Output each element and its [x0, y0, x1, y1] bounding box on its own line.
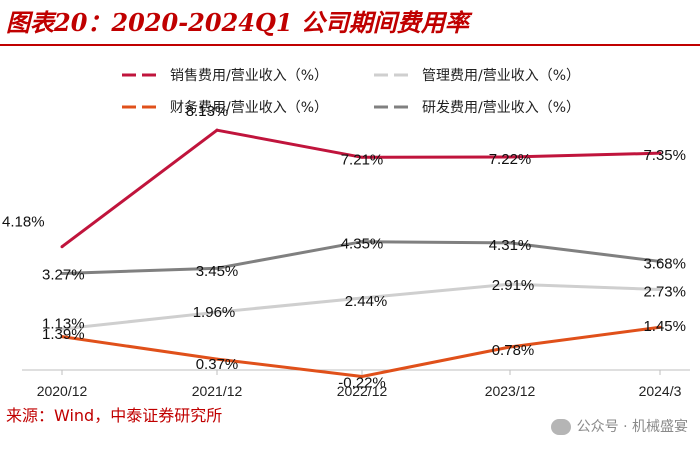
data-label-finance: -0.22% — [338, 374, 386, 391]
data-point-admin — [360, 296, 364, 300]
data-point-sales — [215, 128, 219, 132]
legend-item-admin: 管理费用/营业收入（%） — [372, 64, 580, 86]
data-label-rnd: 3.45% — [196, 263, 239, 280]
data-point-sales — [360, 155, 364, 159]
legend-swatch-rnd — [374, 105, 414, 109]
data-point-admin — [215, 310, 219, 314]
data-label-admin: 1.96% — [193, 304, 236, 321]
data-point-rnd — [658, 259, 662, 263]
data-point-rnd — [360, 240, 364, 244]
data-label-admin: 2.91% — [492, 277, 535, 294]
x-tick-label: 2020/12 — [37, 383, 88, 399]
x-tick-label: 2023/12 — [485, 383, 536, 399]
data-label-sales: 4.18% — [2, 214, 45, 231]
data-label-sales: 7.21% — [341, 151, 384, 168]
data-point-finance — [60, 335, 64, 339]
data-label-sales: 7.35% — [643, 147, 686, 164]
data-label-rnd: 3.27% — [42, 267, 85, 284]
legend-label-admin: 管理费用/营业收入（%） — [422, 68, 581, 84]
data-point-finance — [508, 345, 512, 349]
wechat-icon — [550, 419, 571, 435]
data-label-finance: 1.13% — [42, 316, 85, 333]
legend-label-sales: 销售费用/营业收入（%） — [170, 68, 329, 84]
data-label-admin: 1.39% — [42, 326, 85, 343]
series-line-sales — [61, 128, 661, 248]
watermark-text: 公众号 · 机械盛宴 — [576, 419, 688, 435]
data-point-admin — [60, 327, 64, 331]
source-note: 来源：Wind，中泰证券研究所 — [6, 406, 223, 425]
data-point-finance — [658, 325, 662, 329]
legend-label-rnd: 研发费用/营业收入（%） — [422, 100, 581, 116]
x-tick-label: 2021/12 — [192, 383, 243, 399]
data-point-admin — [658, 287, 662, 291]
data-point-sales — [508, 155, 512, 159]
watermark: 公众号 · 机械盛宴 — [550, 416, 688, 438]
series-line-finance — [61, 325, 661, 378]
data-label-rnd: 3.68% — [643, 255, 686, 272]
data-label-sales: 7.22% — [489, 151, 532, 168]
legend-label-finance: 财务费用/营业收入（%） — [170, 100, 329, 116]
data-label-rnd: 4.31% — [489, 237, 532, 254]
legend-swatch-admin — [374, 73, 414, 77]
data-point-admin — [508, 282, 512, 286]
data-point-rnd — [508, 241, 512, 245]
x-tick-label: 2022/12 — [337, 383, 388, 399]
data-point-sales — [60, 245, 64, 249]
title-divider — [0, 44, 700, 46]
data-label-finance: 1.45% — [643, 318, 686, 335]
data-label-rnd: 4.35% — [341, 236, 384, 253]
data-label-finance: 0.78% — [492, 342, 535, 359]
legend-item-finance: 财务费用/营业收入（%） — [120, 96, 328, 118]
data-point-finance — [215, 357, 219, 361]
data-point-sales — [658, 151, 662, 155]
data-label-sales: 8.13% — [186, 103, 229, 120]
legend-swatch-sales — [122, 73, 162, 77]
legend-item-rnd: 研发费用/营业收入（%） — [372, 96, 580, 118]
data-point-finance — [360, 374, 364, 378]
data-label-admin: 2.73% — [643, 283, 686, 300]
legend-swatch-finance — [122, 105, 162, 109]
chart-title: 图表20：2020-2024Q1 公司期间费用率 — [6, 8, 469, 37]
data-label-finance: 0.37% — [196, 356, 239, 373]
x-tick-label: 2024/3 — [639, 383, 682, 399]
data-point-rnd — [60, 272, 64, 276]
data-point-rnd — [215, 266, 219, 270]
legend-item-sales: 销售费用/营业收入（%） — [120, 64, 328, 86]
data-label-admin: 2.44% — [345, 293, 388, 310]
